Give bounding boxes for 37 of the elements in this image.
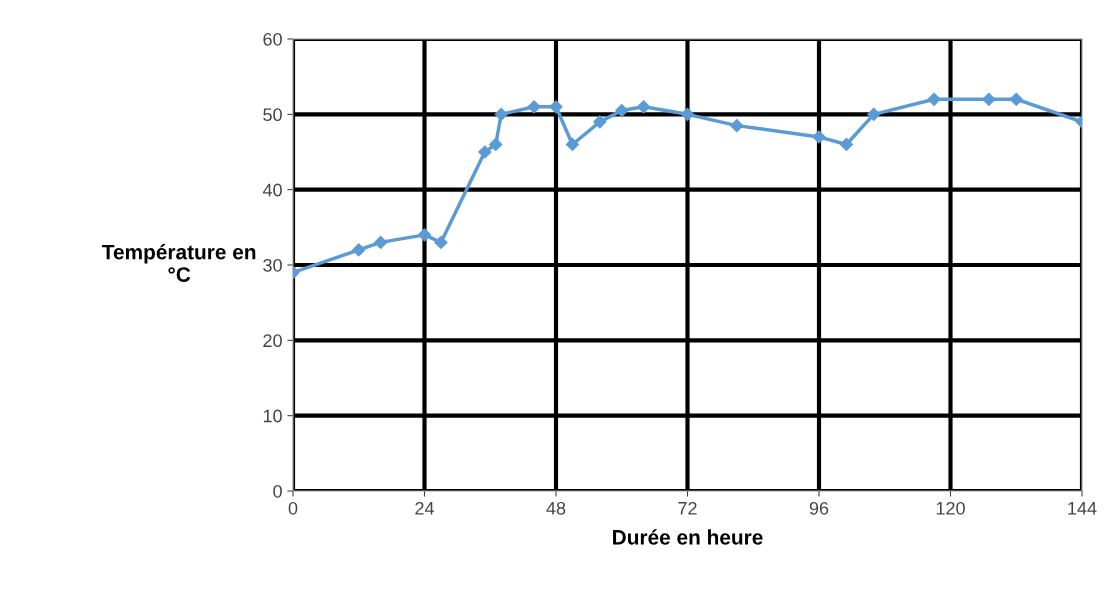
x-tick-label: 120 <box>936 501 965 515</box>
y-tick-label: 20 <box>263 334 282 348</box>
point <box>812 130 826 144</box>
point <box>527 100 541 114</box>
x-axis-title: Durée en heure <box>613 529 763 545</box>
point <box>494 107 508 121</box>
y-tick-label: 10 <box>263 409 282 423</box>
point <box>374 235 388 249</box>
point <box>1009 92 1023 106</box>
point <box>417 228 432 242</box>
point <box>549 100 563 114</box>
y-tick-label: 50 <box>263 108 282 122</box>
point <box>730 119 744 133</box>
point <box>352 243 366 257</box>
x-tick-label: 0 <box>288 501 298 515</box>
point <box>927 92 941 106</box>
point <box>680 107 695 121</box>
point <box>982 92 996 106</box>
x-tick-label: 24 <box>415 501 435 515</box>
point <box>839 137 853 152</box>
y-tick-label: 0 <box>273 484 282 498</box>
y-tick-label: 60 <box>263 32 282 46</box>
x-tick-label: 144 <box>1068 502 1097 515</box>
point <box>565 137 580 152</box>
x-tick-label: 72 <box>678 501 697 515</box>
point <box>478 145 492 159</box>
point <box>489 137 503 152</box>
x-tick-label: 96 <box>809 501 829 515</box>
point <box>434 235 448 249</box>
point <box>637 100 651 114</box>
point <box>593 115 607 129</box>
y-axis-title: Température en °C <box>102 243 256 282</box>
y-tick-label: 40 <box>262 183 282 197</box>
y-tick-label: 30 <box>263 258 282 272</box>
point <box>615 103 629 118</box>
point <box>867 107 881 121</box>
x-tick-label: 48 <box>546 501 566 515</box>
